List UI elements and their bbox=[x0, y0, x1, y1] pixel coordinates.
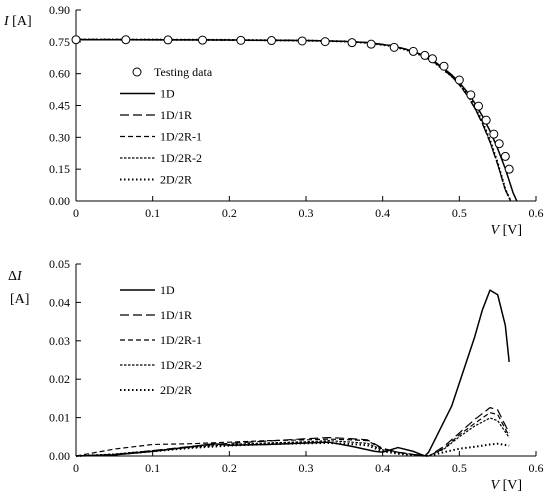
y-tick-label: 0.15 bbox=[49, 162, 70, 176]
y-axis-unit: [A] bbox=[10, 292, 29, 307]
legend-label: Testing data bbox=[154, 65, 213, 79]
x-axis-symbol: V bbox=[491, 478, 501, 493]
x-axis-unit: [V] bbox=[499, 478, 522, 493]
x-tick-label: 0.1 bbox=[145, 206, 160, 220]
testing-data-point bbox=[163, 35, 173, 45]
x-tick-label: 0.6 bbox=[529, 206, 544, 220]
y-tick-label: 0.02 bbox=[49, 372, 70, 386]
x-tick-label: 0.4 bbox=[375, 461, 390, 475]
x-tick-label: 0.3 bbox=[299, 206, 314, 220]
legend-label: 1D/1R bbox=[160, 308, 192, 322]
x-tick-label: 0.2 bbox=[222, 461, 237, 475]
testing-data-point bbox=[494, 139, 504, 149]
y-axis-symbol-var: I bbox=[16, 269, 23, 284]
y-axis-symbol: I bbox=[3, 14, 10, 29]
y-tick-label: 0.75 bbox=[49, 35, 70, 49]
legend-marker-testing-data bbox=[132, 67, 142, 77]
series-line-1d bbox=[75, 289, 510, 457]
x-tick-label: 0.1 bbox=[145, 461, 160, 475]
testing-data-point bbox=[428, 54, 437, 64]
testing-data-point bbox=[347, 38, 357, 48]
testing-data-point bbox=[474, 101, 483, 111]
current-error-plot: 0.00 0.01 0.02 0.03 0.04 0.05 0 0.1 0.2 0.3 0.4 0.5… bbox=[8, 257, 544, 493]
legend-label: 1D/2R-1 bbox=[160, 333, 202, 347]
testing-data-point bbox=[500, 151, 510, 161]
series-line-2d-2r bbox=[75, 441, 510, 457]
legend-label: 2D/2R bbox=[160, 173, 192, 187]
legend-label: 1D/2R-1 bbox=[160, 130, 202, 144]
y-tick-label: 0.30 bbox=[49, 130, 70, 144]
y-tick-label: 0.45 bbox=[49, 99, 70, 113]
legend-label: 1D/2R-2 bbox=[160, 151, 202, 165]
x-axis-title: V [V] bbox=[491, 478, 523, 493]
x-tick-label: 0.3 bbox=[299, 461, 314, 475]
x-tick-label: 0 bbox=[73, 206, 79, 220]
y-axis-title: I [A] bbox=[3, 14, 32, 29]
testing-data-point bbox=[389, 42, 399, 52]
series-line-1d-1r bbox=[75, 407, 510, 457]
series-line-2d-2r bbox=[75, 38, 512, 202]
y-axis-title: ΔI bbox=[8, 269, 23, 284]
legend-label: 1D bbox=[160, 87, 175, 101]
x-tick-label: 0.6 bbox=[529, 461, 544, 475]
testing-data-point bbox=[439, 61, 449, 71]
x-axis-unit: [V] bbox=[499, 223, 522, 238]
testing-data-point bbox=[71, 35, 81, 45]
legend-label: 1D bbox=[160, 283, 175, 297]
legend-label: 1D/2R-2 bbox=[160, 358, 202, 372]
x-tick-label: 0.4 bbox=[375, 206, 390, 220]
x-tick-label: 0.5 bbox=[452, 206, 467, 220]
testing-data-point bbox=[420, 50, 430, 60]
y-axis-unit: [A] bbox=[9, 14, 32, 29]
x-axis-title: V [V] bbox=[491, 223, 523, 238]
testing-data-point bbox=[297, 36, 307, 46]
testing-data-point bbox=[504, 164, 514, 174]
testing-data-point bbox=[121, 35, 131, 45]
x-tick-label: 0.5 bbox=[452, 461, 467, 475]
testing-data-point bbox=[408, 46, 418, 56]
y-tick-label: 0.00 bbox=[49, 449, 70, 463]
y-tick-label: 0.01 bbox=[49, 411, 70, 425]
testing-data-point bbox=[481, 115, 491, 125]
testing-data-point bbox=[454, 75, 464, 85]
x-tick-label: 0 bbox=[73, 461, 79, 475]
testing-data-point bbox=[320, 37, 330, 47]
y-tick-label: 0.00 bbox=[49, 194, 70, 208]
testing-data-point bbox=[198, 35, 207, 45]
y-tick-label: 0.90 bbox=[49, 3, 70, 17]
y-tick-label: 0.04 bbox=[49, 295, 70, 309]
testing-data-point bbox=[267, 36, 276, 46]
testing-data-point bbox=[366, 39, 376, 49]
y-tick-label: 0.03 bbox=[49, 334, 70, 348]
series-line-1d-2r-2 bbox=[75, 417, 510, 457]
testing-data-point bbox=[466, 90, 476, 100]
series-line-1d bbox=[75, 38, 518, 202]
y-axis-symbol: Δ bbox=[8, 269, 17, 284]
y-tick-label: 0.60 bbox=[49, 67, 70, 81]
legend-label: 2D/2R bbox=[160, 383, 192, 397]
testing-data-point bbox=[236, 35, 246, 45]
x-axis-symbol: V bbox=[491, 223, 501, 238]
testing-data-point bbox=[489, 129, 499, 139]
x-tick-label: 0.2 bbox=[222, 206, 237, 220]
y-tick-label: 0.05 bbox=[49, 257, 70, 271]
series-line-1d-2r-1 bbox=[75, 412, 510, 457]
legend-label: 1D/1R bbox=[160, 108, 192, 122]
iv-curve-plot: 0.00 0.15 0.30 0.45 0.60 0.75 0.90 0 0.1 0.2 0.3 0.… bbox=[3, 3, 544, 238]
